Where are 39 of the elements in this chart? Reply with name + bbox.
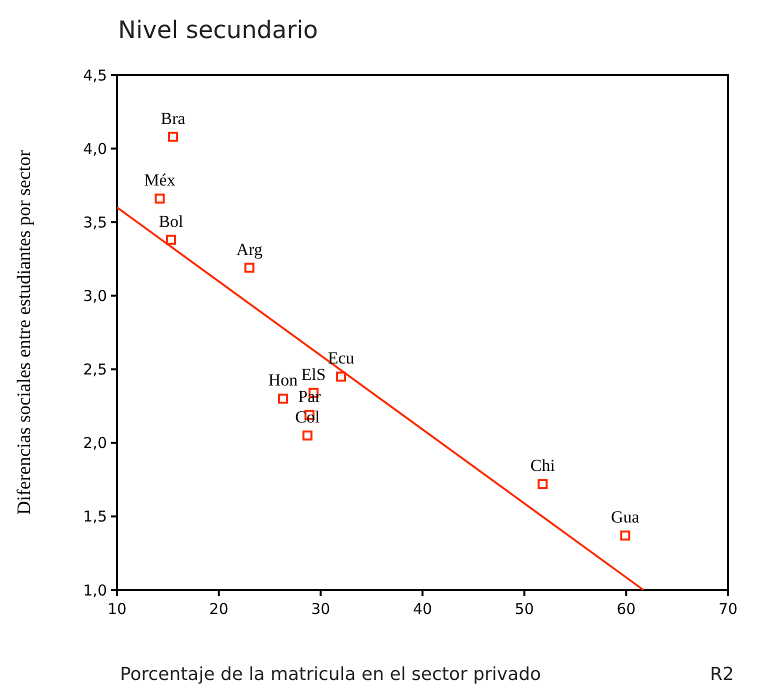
point	[302, 430, 312, 440]
point	[168, 132, 178, 142]
annotation: Chi	[530, 456, 556, 476]
y-tick-label: 4,5	[83, 66, 107, 84]
annotation: Bra	[160, 108, 186, 128]
y-tick-label: 2,0	[83, 434, 107, 452]
x-tick-label: 10	[107, 600, 127, 618]
point	[166, 234, 176, 245]
annotation: Ecu	[328, 348, 355, 368]
x-tick-label: 40	[412, 600, 432, 618]
point	[244, 262, 254, 273]
point	[336, 372, 346, 382]
x-tick-label: 50	[514, 600, 534, 618]
y-tick-label: 4,0	[83, 140, 107, 158]
y-tick-label: 1,0	[83, 581, 107, 600]
point	[620, 530, 630, 541]
text: R2	[710, 664, 734, 685]
annotation: Gua	[610, 508, 640, 527]
x-tick-label: 20	[209, 600, 228, 618]
chart-title: Nivel secundario	[118, 16, 318, 44]
x-tick-label: 30	[311, 600, 330, 618]
y-tick-label: 3,5	[83, 213, 107, 232]
annotation: Hon	[268, 370, 298, 390]
annotation: Méx	[144, 170, 176, 190]
y-tick-label: 1,5	[83, 508, 107, 526]
x-axis-title: Porcentaje de la matricula en el sector privado	[120, 664, 542, 685]
annotation: Arg	[236, 240, 263, 259]
point	[538, 479, 548, 490]
annotation: Col	[295, 408, 320, 426]
x-tick-label: 60	[616, 600, 636, 618]
annotation: Par	[298, 386, 322, 406]
annotation: ElS	[301, 364, 326, 384]
annotation: Bol	[158, 212, 184, 231]
point	[154, 194, 165, 204]
x-tick-label: 70	[718, 600, 738, 618]
y-tick-label: 2,5	[83, 360, 107, 379]
point	[278, 394, 288, 404]
y-axis-title: Diferencias sociales entre estudiantes por sector	[14, 150, 35, 515]
y-tick-label: 3,0	[83, 286, 107, 305]
